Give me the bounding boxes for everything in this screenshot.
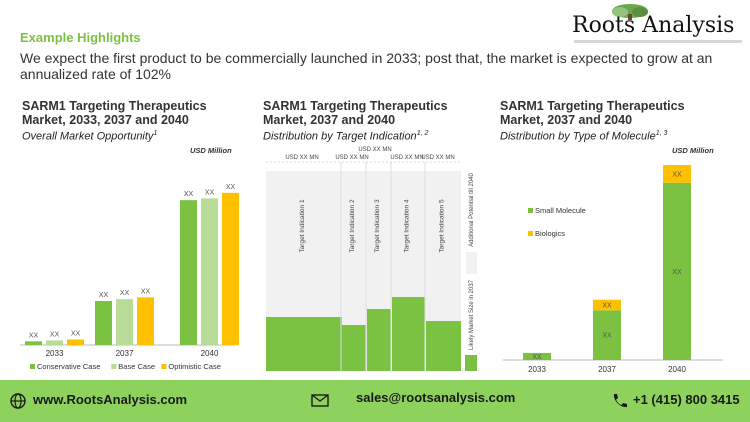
bar: [222, 192, 239, 345]
legend-label: Small Molecule: [535, 206, 586, 215]
category-label: Target Indication 3: [374, 199, 381, 253]
email-link[interactable]: sales@rootsanalysis.com: [356, 390, 516, 405]
data-label: XX: [602, 303, 612, 310]
legend-swatch: [528, 231, 533, 236]
tick-label: 2033: [46, 349, 64, 358]
category-label: Likely Market Size in 2037: [469, 279, 475, 350]
legend-label: Optimistic Case: [168, 362, 221, 371]
panel-subtitle: Distribution by Type of Molecule1, 3: [500, 130, 668, 143]
bar: [67, 339, 84, 345]
panel-title: SARM1 Targeting Therapeutics Market, 203…: [500, 99, 685, 127]
logo-text: Roots Analysis: [572, 13, 735, 38]
category-label: Target Indication 1: [299, 199, 306, 253]
phone-link[interactable]: +1 (415) 800 3415: [633, 392, 740, 407]
tree-logo-icon: [612, 4, 648, 20]
data-label: XX: [184, 191, 194, 198]
panel-title: SARM1 Targeting Therapeutics Market, 203…: [263, 99, 448, 127]
top-label: USD XX MN: [421, 155, 454, 161]
bar: [663, 182, 691, 360]
bar: [342, 325, 366, 371]
bar: [465, 355, 477, 371]
data-label: XX: [226, 184, 236, 191]
data-label: XX: [50, 331, 60, 338]
logo-tagline: [574, 40, 742, 43]
bar: [25, 341, 42, 345]
panel-subtitle: Overall Market Opportunity1: [22, 130, 158, 143]
tick-label: 2040: [668, 365, 686, 374]
bar: [46, 340, 63, 345]
panel-title: SARM1 Targeting Therapeutics Market, 203…: [22, 99, 207, 127]
roots-analysis-logo: Roots Analysis: [568, 2, 748, 46]
panel-molecule: SARM1 Targeting Therapeutics Market, 203…: [500, 99, 720, 144]
legend-swatch: [111, 364, 117, 369]
footer: www.RootsAnalysis.com sales@rootsanalysi…: [0, 380, 750, 422]
bar: [95, 301, 112, 345]
bar: [392, 297, 425, 371]
category-label: Target Indication 4: [404, 199, 411, 253]
legend-label: Biologics: [535, 229, 565, 238]
highlights-text: We expect the first product to be commer…: [20, 50, 713, 82]
tick-label: 2037: [116, 349, 134, 358]
phone-icon: [613, 394, 627, 408]
highlights-title: Example Highlights: [20, 30, 141, 45]
data-label: XX: [29, 332, 39, 339]
data-label: XX: [602, 333, 612, 340]
bar: [201, 198, 218, 345]
bar: [266, 317, 342, 371]
legend-label: Base Case: [118, 362, 155, 371]
bar: [593, 310, 621, 360]
additional-bar: [466, 252, 477, 274]
indication-chart: Target Indication 1 Target Indication 2 Ta…: [266, 147, 477, 371]
top-label: USD XX MN: [285, 155, 318, 161]
data-label: XX: [672, 171, 682, 178]
legend-swatch: [30, 364, 35, 369]
panel-subtitle: Distribution by Target Indication1, 2: [263, 130, 429, 143]
data-label: XX: [532, 354, 542, 361]
bar: [116, 299, 133, 345]
globe-icon: [10, 393, 26, 409]
panel-overall: SARM1 Targeting Therapeutics Market, 203…: [22, 99, 242, 144]
data-label: XX: [672, 269, 682, 276]
data-label: XX: [99, 292, 109, 299]
bar: [137, 297, 154, 345]
category-label: Target Indication 2: [349, 199, 356, 253]
unit-label: USD Million: [672, 146, 714, 155]
tick-label: 2037: [598, 365, 616, 374]
unit-label: USD Million: [190, 146, 232, 155]
molecule-chart: XX 2033 XX XX 2037 XX XX 2040 Small Molecule Biol…: [503, 165, 723, 374]
bar: [523, 352, 551, 360]
website-link[interactable]: www.RootsAnalysis.com: [33, 392, 188, 407]
bar: [367, 309, 391, 371]
category-label: Target Indication 5: [439, 199, 446, 253]
category-label: Additional Potential till 2040: [469, 172, 475, 246]
legend-swatch: [161, 364, 167, 369]
bar: [426, 321, 461, 371]
top-label: USD XX MN: [390, 155, 423, 161]
legend-label: Conservative Case: [37, 362, 100, 371]
tick-label: 2040: [201, 349, 219, 358]
bar: [180, 200, 197, 345]
data-label: XX: [141, 288, 151, 295]
mail-icon: [311, 394, 329, 407]
data-label: XX: [205, 189, 215, 196]
bar: [593, 299, 621, 311]
overall-market-chart: XX XX XX 2033 XX XX XX 2037 XX XX XX 2040 Conservati…: [20, 184, 239, 371]
bar: [663, 165, 691, 183]
tick-label: 2033: [528, 365, 546, 374]
legend-swatch: [528, 208, 533, 213]
data-label: XX: [71, 331, 81, 338]
panel-indication: SARM1 Targeting Therapeutics Market, 203…: [263, 99, 463, 144]
top-label: USD XX MN: [335, 155, 368, 161]
top-label: USD XX MN: [358, 147, 391, 153]
data-label: XX: [120, 290, 130, 297]
